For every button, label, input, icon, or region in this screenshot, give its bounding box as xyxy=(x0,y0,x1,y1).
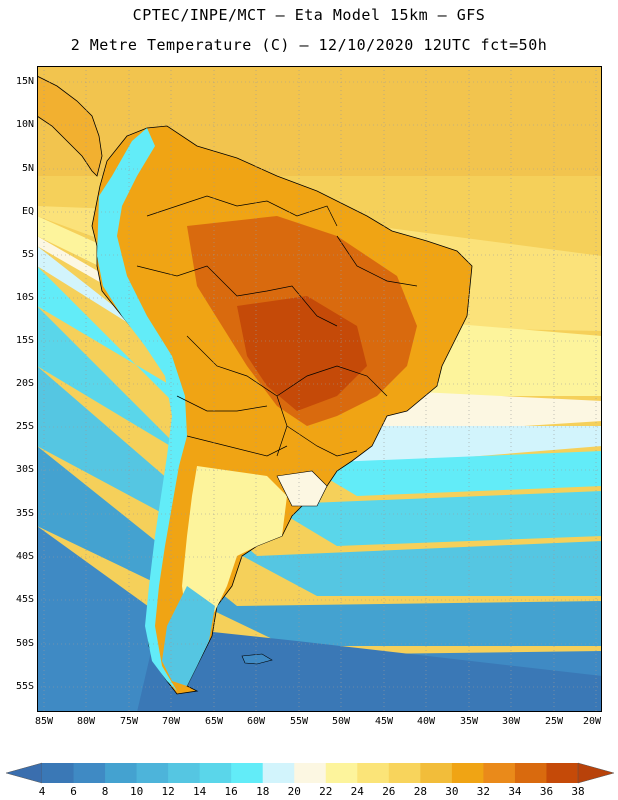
colorbar-cell xyxy=(294,763,327,783)
colorbar-cell xyxy=(105,763,138,783)
lon-label: 75W xyxy=(119,716,139,727)
colorbar-cell xyxy=(514,763,547,783)
colorbar-cell xyxy=(420,763,453,783)
map-border xyxy=(37,66,602,712)
band-16 xyxy=(37,306,602,546)
colorbar-cells xyxy=(42,763,579,783)
lon-label: 20W xyxy=(582,716,602,727)
band-20 xyxy=(37,246,602,466)
andes-cold-strip xyxy=(97,128,187,691)
colorbar-cell xyxy=(483,763,516,783)
colorbar-tick-label: 28 xyxy=(413,785,427,798)
colorbar-tick-label: 16 xyxy=(224,785,238,798)
lon-label: 80W xyxy=(76,716,96,727)
band-10 xyxy=(37,446,602,646)
colorbar-tick-label: 18 xyxy=(256,785,270,798)
lat-label: 40S xyxy=(15,551,34,562)
lat-label: 10S xyxy=(15,292,34,303)
colorbar-tick-label: 24 xyxy=(350,785,364,798)
colorbar-cell xyxy=(42,763,75,783)
colorbar-low-arrow xyxy=(6,762,43,784)
colorbar-tick-label: 14 xyxy=(193,785,207,798)
colorbar-high-arrow xyxy=(577,762,614,784)
colorbar-tick-label: 30 xyxy=(445,785,459,798)
colorbar-tick-label: 4 xyxy=(38,785,46,798)
band-24 xyxy=(37,216,602,396)
lat-label: 5N xyxy=(21,163,34,174)
colorbar-cell xyxy=(451,763,484,783)
lat-label: EQ xyxy=(21,206,34,217)
colorbar-cell xyxy=(199,763,232,783)
lon-label: 55W xyxy=(289,716,309,727)
patagonia-cool xyxy=(162,586,215,686)
uruguay-region xyxy=(276,470,328,507)
lat-label: 55S xyxy=(15,681,34,692)
map-subtitle: 2 Metre Temperature (C) – 12/10/2020 12U… xyxy=(70,36,548,54)
colorbar-cell xyxy=(388,763,421,783)
colorbar-tick-label: 8 xyxy=(101,785,109,798)
lon-label: 35W xyxy=(459,716,479,727)
argentina-mild xyxy=(182,466,287,626)
lat-label: 45S xyxy=(15,594,34,605)
lon-label: 50W xyxy=(331,716,351,727)
lat-label: 15S xyxy=(15,335,34,346)
colorbar-tick-label: 6 xyxy=(70,785,77,798)
lat-label: 50S xyxy=(15,638,34,649)
band-4 xyxy=(137,626,602,712)
colorbar-tick-label: 38 xyxy=(571,785,585,798)
colorbar-cell xyxy=(168,763,201,783)
lat-label: 20S xyxy=(15,378,34,389)
lon-label: 60W xyxy=(246,716,266,727)
band-14 xyxy=(37,366,602,596)
colorbar-tick-label: 10 xyxy=(129,785,144,798)
lon-label: 65W xyxy=(204,716,224,727)
colorbar-cell xyxy=(73,763,106,783)
lat-label: 5S xyxy=(21,249,34,260)
lat-label: 10N xyxy=(15,119,34,130)
lon-label: 70W xyxy=(161,716,181,727)
country-borders xyxy=(136,195,418,457)
colorbar-cell xyxy=(262,763,295,783)
colorbar-tick-label: 12 xyxy=(161,785,175,798)
lat-label: 25S xyxy=(15,421,34,432)
band-18 xyxy=(37,266,602,496)
colorbar-cell xyxy=(357,763,390,783)
colorbar-tick-label: 36 xyxy=(539,785,554,798)
map-title: CPTEC/INPE/MCT – Eta Model 15km – GFS xyxy=(132,6,486,24)
falkland-islands xyxy=(241,653,273,665)
temperature-map xyxy=(37,66,602,712)
colorbar-cell xyxy=(546,763,579,783)
colorbar-tick-label: 20 xyxy=(287,785,301,798)
lat-label: 15N xyxy=(15,76,34,87)
lon-label: 45W xyxy=(374,716,394,727)
map-canvas xyxy=(37,66,602,712)
colorbar xyxy=(6,762,614,784)
lon-label: 30W xyxy=(501,716,521,727)
colorbar-cell xyxy=(325,763,358,783)
colorbar-tick-label: 26 xyxy=(382,785,396,798)
lon-label: 25W xyxy=(544,716,564,727)
colorbar-tick-label: 32 xyxy=(476,785,491,798)
colorbar-cell xyxy=(231,763,264,783)
colorbar-tick-label: 34 xyxy=(508,785,522,798)
lon-label: 85W xyxy=(34,716,54,727)
lat-label: 35S xyxy=(15,508,34,519)
lat-label: 30S xyxy=(15,464,34,475)
colorbar-tick-label: 22 xyxy=(319,785,333,798)
lon-label: 40W xyxy=(416,716,436,727)
colorbar-cell xyxy=(136,763,169,783)
